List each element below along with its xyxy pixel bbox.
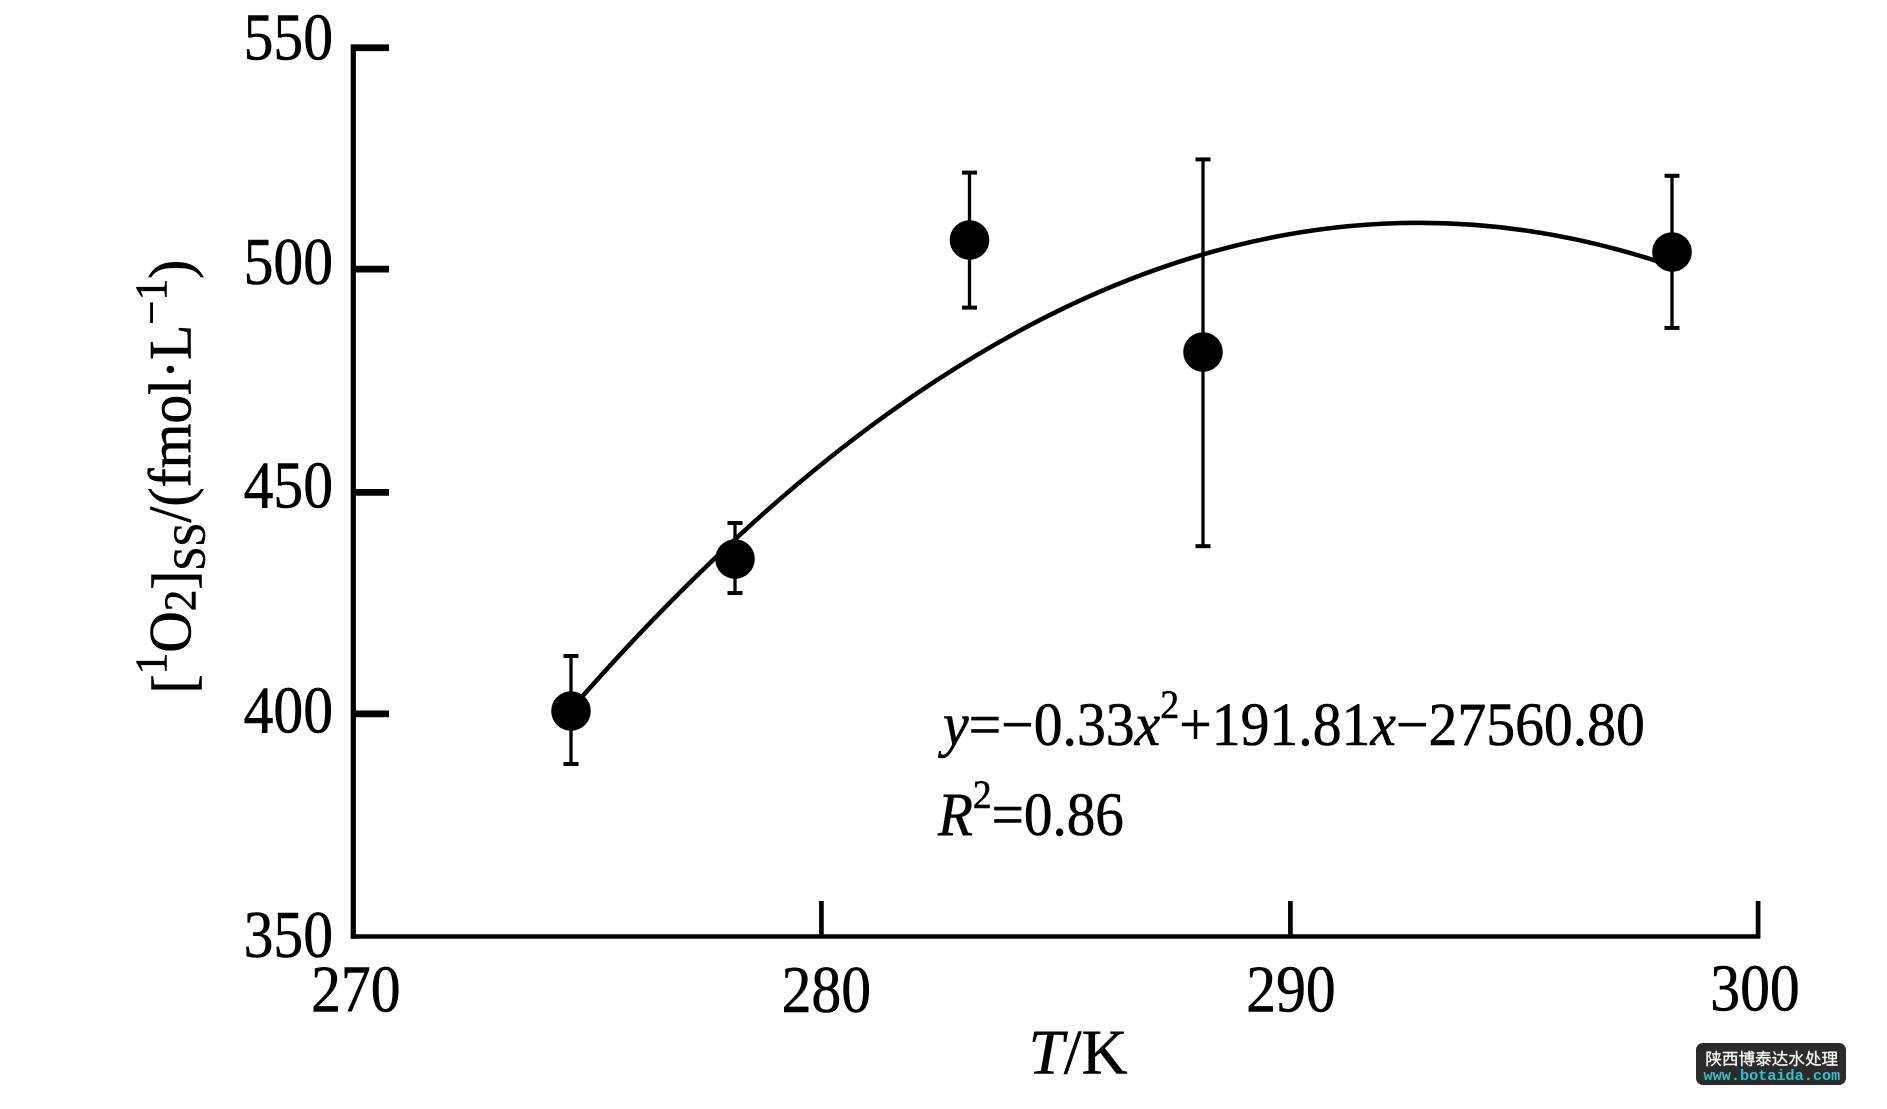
svg-text:550: 550 xyxy=(244,0,333,74)
svg-text:350: 350 xyxy=(244,897,333,972)
svg-text:300: 300 xyxy=(1710,950,1799,1025)
svg-text:270: 270 xyxy=(311,951,400,1026)
svg-text:y=−0.33x2+191.81x−27560.80: y=−0.33x2+191.81x−27560.80 xyxy=(938,683,1645,758)
svg-text:R2=0.86: R2=0.86 xyxy=(937,773,1124,849)
svg-text:www.botaida.com: www.botaida.com xyxy=(1704,1067,1841,1085)
svg-text:290: 290 xyxy=(1246,951,1335,1026)
svg-text:500: 500 xyxy=(244,224,333,299)
svg-text:400: 400 xyxy=(244,672,333,747)
svg-text:280: 280 xyxy=(782,952,871,1027)
svg-text:450: 450 xyxy=(244,447,333,522)
svg-text:[1O2]SS/(fmol·L−1): [1O2]SS/(fmol·L−1) xyxy=(127,260,215,694)
svg-text:T/K: T/K xyxy=(1029,1016,1128,1087)
